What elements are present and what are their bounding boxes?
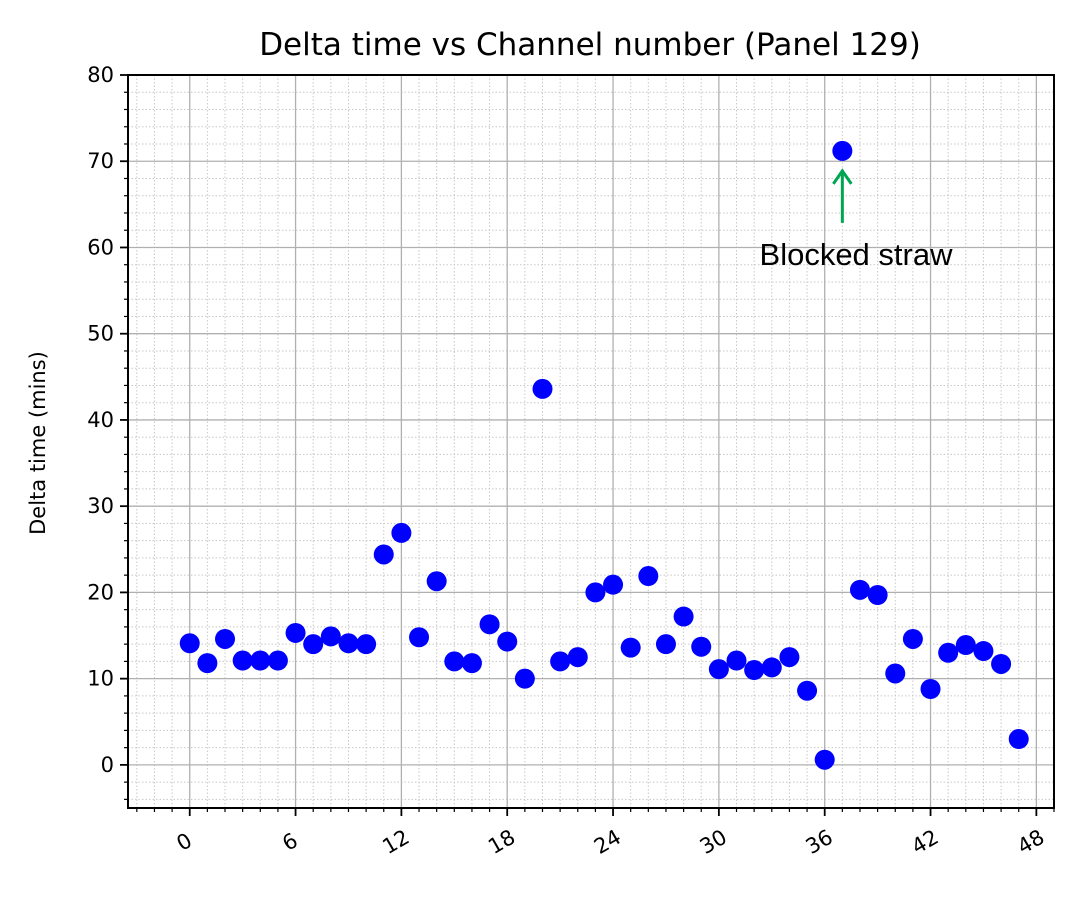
x-tick-label: 6 (278, 828, 302, 855)
data-point (250, 650, 271, 671)
data-point (391, 522, 412, 543)
data-point (550, 651, 571, 672)
data-point (867, 584, 888, 605)
x-axis-ticks: 0 6 12 18 24 30 36 42 48 (136, 808, 1055, 859)
y-axis-label: Delta time (mins) (26, 351, 50, 535)
data-point (814, 749, 835, 770)
data-point (479, 614, 500, 635)
data-point (267, 650, 288, 671)
data-point (179, 633, 200, 654)
minor-grid (128, 75, 1055, 808)
data-point (744, 660, 765, 681)
data-point (197, 653, 218, 674)
data-point (991, 653, 1012, 674)
data-point (409, 627, 430, 648)
data-point (320, 626, 341, 647)
data-points (179, 140, 1029, 770)
data-point (356, 634, 377, 655)
y-tick-label: 60 (87, 235, 114, 259)
y-tick-label: 50 (87, 322, 114, 346)
data-point (567, 647, 588, 668)
data-point (691, 636, 712, 657)
annotation-text: Blocked straw (760, 237, 954, 272)
data-point (373, 544, 394, 565)
major-grid (128, 74, 1054, 808)
data-point (338, 633, 359, 654)
x-tick-label: 36 (802, 825, 837, 859)
y-tick-label: 0 (101, 753, 114, 777)
y-tick-label: 80 (87, 63, 114, 87)
data-point (779, 647, 800, 668)
x-tick-label: 12 (378, 825, 413, 859)
data-point (655, 634, 676, 655)
data-point (514, 668, 535, 689)
data-point (285, 622, 306, 643)
data-point (832, 140, 853, 161)
data-point (303, 634, 324, 655)
data-point (938, 642, 959, 663)
y-tick-label: 10 (87, 667, 114, 691)
data-point (603, 574, 624, 595)
y-tick-label: 30 (87, 494, 114, 518)
data-point (797, 680, 818, 701)
data-point (761, 657, 782, 678)
annotation-arrow-head (832, 168, 853, 185)
data-point (620, 637, 641, 658)
data-point (532, 378, 553, 399)
data-point (638, 566, 659, 587)
data-point (215, 628, 236, 649)
annotation: Blocked straw (760, 168, 954, 272)
data-point (885, 663, 906, 684)
x-tick-label: 24 (590, 825, 625, 859)
data-point (849, 579, 870, 600)
y-axis-ticks: 0 10 20 30 40 50 60 70 80 (87, 63, 128, 800)
x-tick-label: 30 (696, 825, 731, 859)
data-point (461, 653, 482, 674)
data-point (585, 582, 606, 603)
y-tick-label: 40 (87, 408, 114, 432)
plot-frame (127, 74, 1055, 809)
data-point (955, 635, 976, 656)
y-tick-label: 20 (87, 580, 114, 604)
data-point (426, 571, 447, 592)
data-point (708, 659, 729, 680)
chart-title: Delta time vs Channel number (Panel 129) (259, 27, 921, 63)
data-point (444, 651, 465, 672)
x-tick-label: 0 (172, 828, 196, 855)
data-point (902, 628, 923, 649)
x-tick-label: 42 (907, 825, 942, 859)
data-point (232, 650, 253, 671)
x-tick-label: 18 (484, 825, 519, 859)
data-point (920, 678, 941, 699)
data-point (673, 606, 694, 627)
data-point (726, 650, 747, 671)
y-tick-label: 70 (87, 149, 114, 173)
x-tick-label: 48 (1013, 825, 1048, 859)
data-point (1008, 729, 1029, 750)
data-point (497, 631, 518, 652)
data-point (973, 641, 994, 662)
